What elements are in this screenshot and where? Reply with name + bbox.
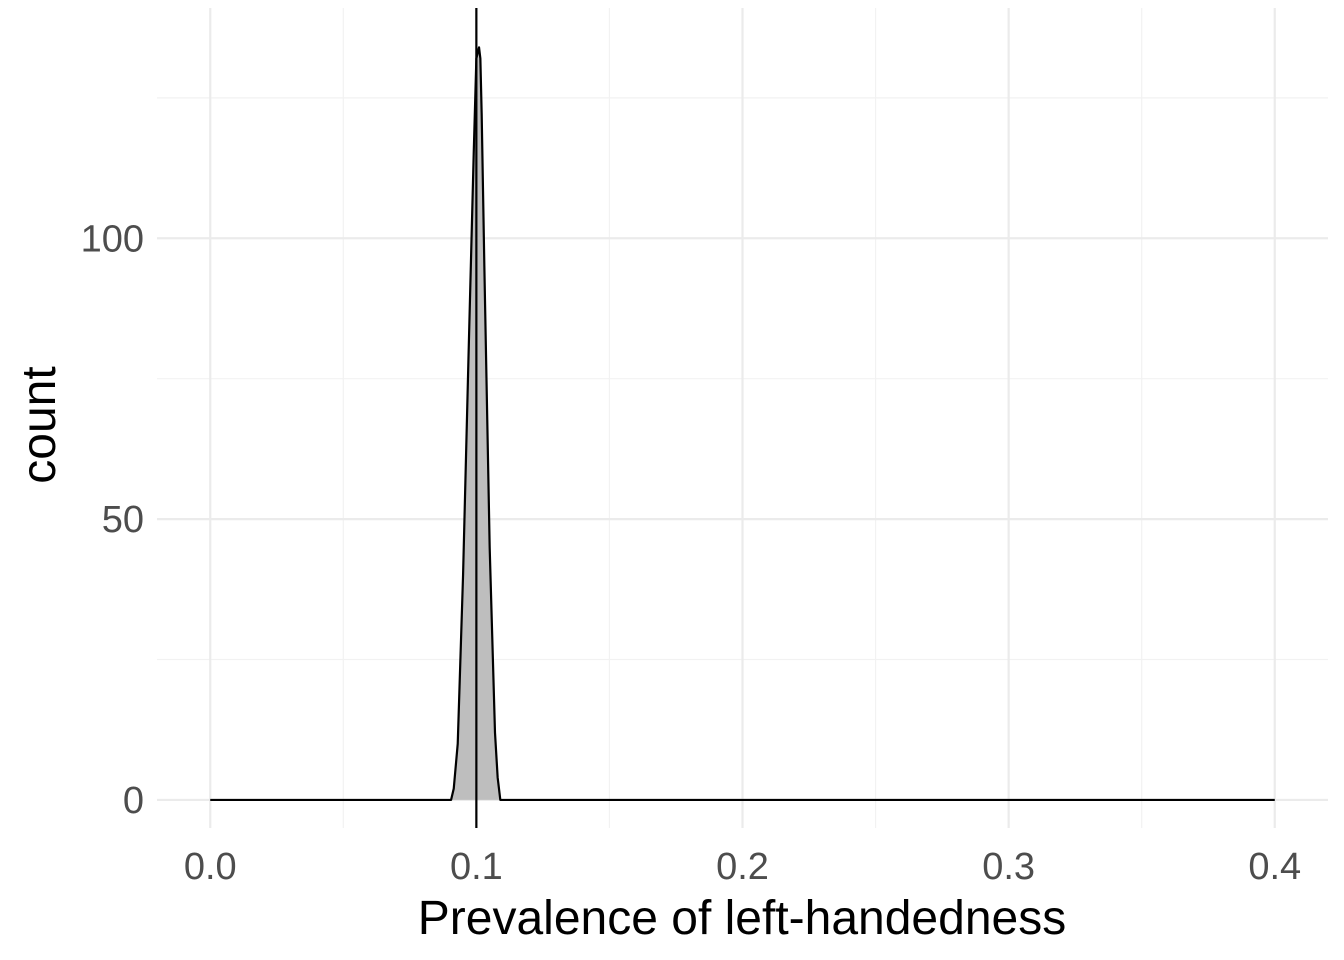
y-tick-label: 50 <box>102 499 144 541</box>
x-tick-label: 0.0 <box>184 846 237 888</box>
x-tick-label: 0.4 <box>1248 846 1301 888</box>
y-tick-label: 0 <box>123 780 144 822</box>
density-line <box>210 46 1275 802</box>
x-tick-label: 0.3 <box>982 846 1035 888</box>
plot-area <box>210 8 1275 828</box>
grid <box>157 8 1328 828</box>
y-axis-ticks: 0 50 100 <box>81 218 144 822</box>
y-tick-label: 100 <box>81 218 144 260</box>
y-axis-title: count <box>13 366 66 483</box>
x-tick-label: 0.1 <box>450 846 503 888</box>
x-axis-title: Prevalence of left-handedness <box>418 892 1066 945</box>
x-tick-label: 0.2 <box>716 846 769 888</box>
x-axis-ticks: 0.0 0.1 0.2 0.3 0.4 <box>184 846 1301 888</box>
